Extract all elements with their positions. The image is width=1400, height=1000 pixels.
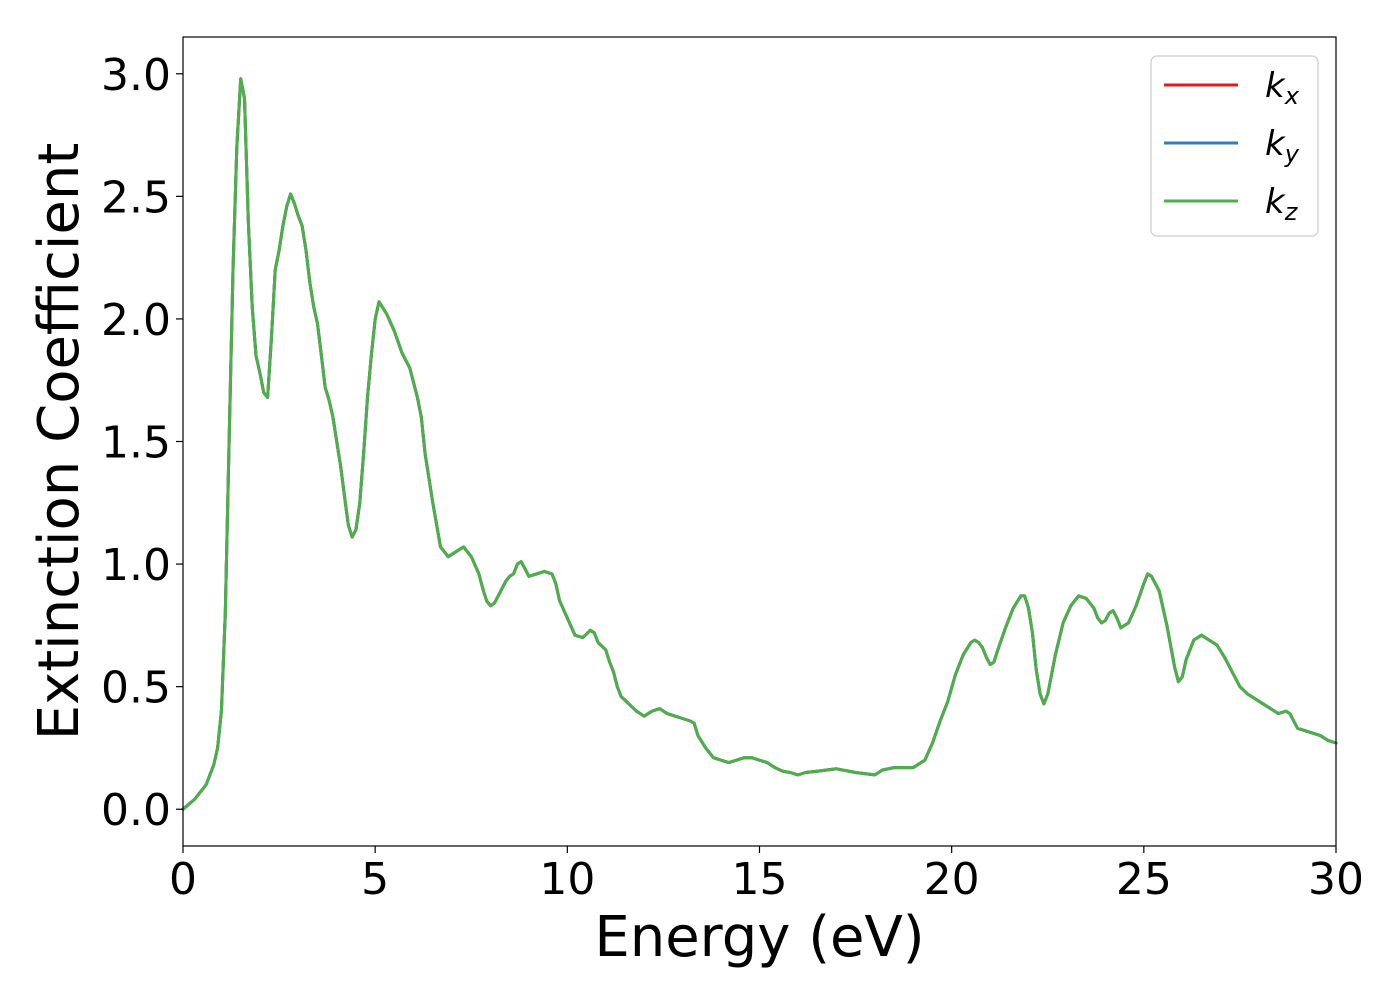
x-tick-label: 30 bbox=[1308, 854, 1364, 905]
legend: kx ky kz bbox=[1150, 55, 1319, 237]
y-tick-label: 1.0 bbox=[101, 540, 171, 591]
x-tick-label: 10 bbox=[539, 854, 595, 905]
legend-label: ky bbox=[1265, 124, 1300, 168]
x-tick-label: 5 bbox=[361, 854, 389, 905]
y-axis: 0.0 0.5 1.0 1.5 2.0 2.5 3.0 bbox=[101, 50, 183, 836]
legend-label: kz bbox=[1265, 182, 1299, 226]
legend-label: kx bbox=[1265, 66, 1300, 110]
y-tick-label: 0.0 bbox=[101, 785, 171, 836]
x-tick-label: 20 bbox=[924, 854, 980, 905]
x-tick-label: 15 bbox=[732, 854, 788, 905]
y-tick-label: 1.5 bbox=[101, 418, 171, 469]
series-layer bbox=[181, 77, 1338, 811]
y-tick-label: 0.5 bbox=[101, 663, 171, 714]
y-tick-label: 2.0 bbox=[101, 295, 171, 346]
x-axis: 0 5 10 15 20 25 30 bbox=[169, 846, 1364, 905]
x-axis-title: Energy (eV) bbox=[594, 905, 924, 970]
y-tick-label: 2.5 bbox=[101, 172, 171, 223]
legend-box bbox=[1150, 55, 1319, 237]
series-line-kz bbox=[181, 77, 1338, 811]
y-axis-title: Extinction Coefficient bbox=[27, 143, 92, 741]
y-tick-label: 3.0 bbox=[101, 50, 171, 101]
x-tick-label: 0 bbox=[169, 854, 197, 905]
x-tick-label: 25 bbox=[1116, 854, 1172, 905]
